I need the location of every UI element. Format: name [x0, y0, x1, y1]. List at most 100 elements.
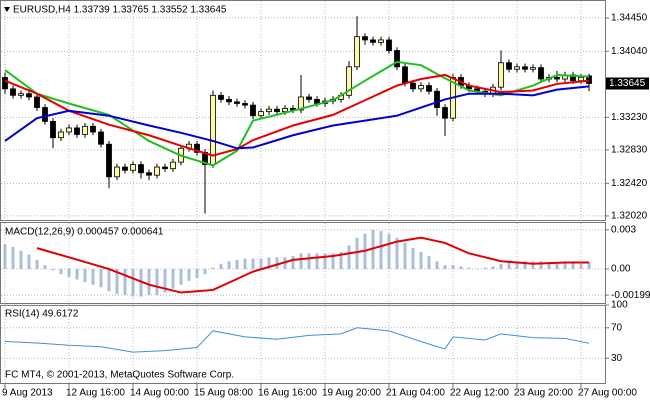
candle-body: [34, 96, 40, 108]
histogram-bar: [259, 258, 263, 270]
histogram-bar: [571, 262, 575, 270]
x-tick-label: 12 Aug 16:00: [66, 388, 125, 399]
indicator-line: [4, 327, 590, 353]
histogram-bar: [379, 231, 383, 270]
candle-body: [378, 39, 384, 43]
histogram-bar: [43, 265, 47, 270]
candle-body: [434, 90, 440, 108]
y-tick-label: 1.33230: [611, 112, 648, 123]
histogram-bar: [427, 255, 431, 270]
candle-body: [386, 39, 392, 51]
histogram-bar: [187, 269, 191, 281]
histogram-bar: [243, 258, 247, 270]
candle-body: [258, 111, 264, 117]
histogram-bar: [483, 267, 487, 270]
candle-body: [514, 66, 520, 70]
candle-body: [266, 108, 272, 113]
candle-body: [146, 172, 152, 176]
histogram-bar: [163, 269, 167, 293]
histogram-bar: [475, 269, 479, 270]
histogram-bar: [227, 261, 231, 270]
candle-body: [394, 50, 400, 68]
histogram-bar: [467, 267, 471, 270]
panel-frame: [0, 0, 606, 221]
x-tick-label: 22 Aug 12:00: [450, 388, 509, 399]
y-tick-label: 0.00: [611, 264, 631, 275]
candle-body: [442, 107, 448, 119]
histogram-bar: [555, 262, 559, 270]
histogram-bar: [539, 261, 543, 270]
candle-body: [234, 101, 240, 104]
candle-body: [90, 125, 96, 133]
histogram-bar: [507, 262, 511, 270]
histogram-bar: [11, 246, 15, 270]
histogram-bar: [131, 269, 135, 297]
histogram-bar: [347, 245, 351, 270]
candle-body: [578, 77, 584, 82]
y-tick-label: 30: [611, 353, 623, 364]
candle-body: [530, 67, 536, 70]
histogram-bar: [19, 250, 23, 270]
histogram-bar: [563, 262, 567, 270]
candle-body: [538, 67, 544, 80]
histogram-bar: [355, 237, 359, 270]
candle-body: [226, 99, 232, 103]
histogram-bar: [155, 269, 159, 296]
y-tick-label: 1.34040: [611, 46, 648, 57]
candle-body: [194, 143, 200, 153]
histogram-bar: [307, 253, 311, 270]
histogram-bar: [107, 269, 111, 292]
histogram-bar: [411, 248, 415, 270]
candle-body: [162, 166, 168, 170]
candle-body: [66, 127, 72, 133]
histogram-bar: [275, 257, 279, 270]
histogram-bar: [99, 269, 103, 288]
histogram-bar: [443, 265, 447, 270]
x-tick-label: 27 Aug 00:00: [578, 388, 637, 399]
candle-body: [122, 166, 128, 171]
y-tick-label: 100: [611, 300, 628, 311]
histogram-bar: [451, 265, 455, 270]
histogram-bar: [459, 266, 463, 270]
histogram-bar: [291, 255, 295, 270]
y-tick-label: 1.32830: [611, 145, 648, 156]
candle-body: [242, 103, 248, 106]
candle-body: [10, 88, 16, 96]
candle-body: [346, 66, 352, 96]
y-tick-label: 1.32420: [611, 178, 648, 189]
candle-body: [58, 131, 64, 139]
candle-body: [106, 143, 112, 178]
chart-title: EURUSD,H4 1.33739 1.33765 1.33552 1.3364…: [13, 5, 227, 16]
histogram-bar: [435, 261, 439, 270]
histogram-bar: [203, 269, 207, 275]
candle-body: [370, 39, 376, 43]
indicator-title: RSI(14) 49.6172: [5, 309, 79, 320]
candle-body: [418, 85, 424, 90]
candle-body: [138, 164, 144, 174]
histogram-bar: [299, 253, 303, 270]
candle-body: [282, 107, 288, 113]
histogram-bar: [83, 269, 87, 283]
histogram-bar: [75, 269, 79, 280]
x-tick-label: 14 Aug 00:00: [130, 388, 189, 399]
histogram-bar: [395, 237, 399, 270]
histogram-bar: [179, 269, 183, 285]
moving-average: [4, 85, 590, 150]
histogram-bar: [315, 253, 319, 270]
histogram-bar: [3, 244, 7, 270]
candle-body: [218, 94, 224, 100]
candle-body: [114, 166, 120, 178]
panel-frame: [0, 222, 606, 304]
copyright: FC MT4, © 2001-2013, MetaQuotes Software…: [5, 370, 234, 381]
histogram-bar: [27, 254, 31, 270]
histogram-bar: [123, 269, 127, 296]
panel-frame: [0, 305, 606, 384]
histogram-bar: [59, 269, 63, 275]
y-tick-label: 70: [611, 322, 623, 333]
candle-body: [402, 66, 408, 84]
histogram-bar: [587, 262, 591, 270]
histogram-bar: [387, 233, 391, 270]
y-tick-label: 1.34450: [611, 13, 648, 24]
